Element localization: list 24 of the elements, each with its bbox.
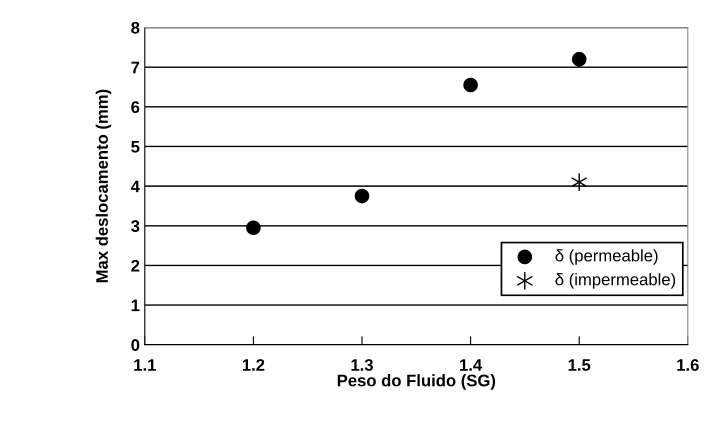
x-tick-label: 1.6	[677, 359, 699, 371]
legend-label: δ (impermeable)	[555, 273, 676, 289]
y-tick-label: 3	[131, 220, 140, 232]
x-axis-title: Peso do Fluido (SG)	[338, 374, 496, 390]
x-tick-label: 1.2	[242, 359, 264, 371]
y-tick-label: 7	[131, 62, 140, 74]
point	[572, 52, 586, 67]
point	[463, 78, 478, 92]
y-tick-label: 8	[131, 22, 140, 34]
y-axis-title: Max deslocamento (mm)	[96, 90, 112, 282]
point	[246, 220, 261, 236]
y-tick-label: 2	[131, 260, 140, 272]
x-tick-label: 1.1	[134, 359, 156, 371]
point	[354, 188, 370, 204]
x-tick-label: 1.4	[460, 359, 482, 371]
y-tick-label: 0	[131, 339, 140, 351]
y-tick-label: 4	[130, 180, 140, 192]
point	[571, 173, 588, 192]
legend-label: δ (permeable)	[555, 249, 658, 265]
y-tick-label: 6	[131, 101, 140, 114]
y-tick-label: 1	[132, 300, 140, 312]
x-tick-label: 1.3	[351, 359, 373, 371]
y-tick-label: 5	[131, 141, 140, 153]
x-tick-label: 1.5	[568, 359, 590, 371]
